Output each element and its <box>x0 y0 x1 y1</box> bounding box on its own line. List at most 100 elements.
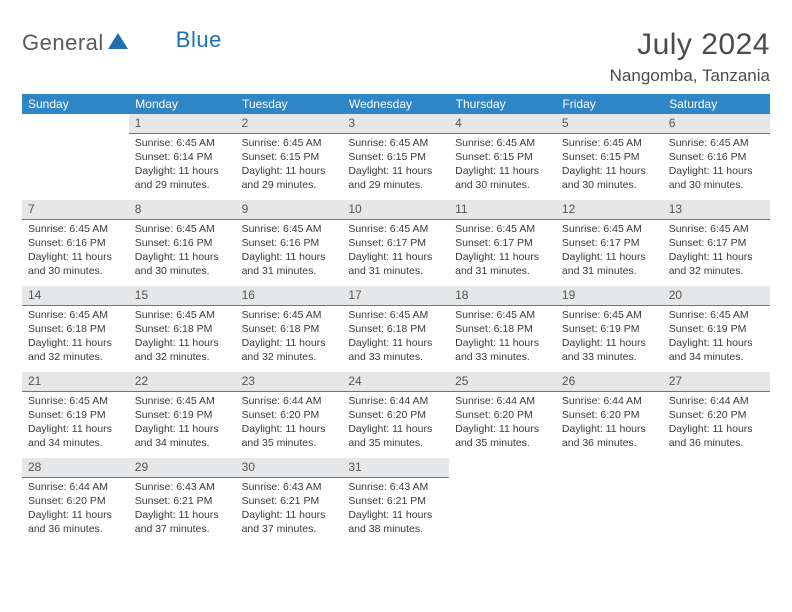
day-number <box>22 114 129 117</box>
sunset-text: Sunset: 6:17 PM <box>669 236 764 250</box>
day-number <box>663 458 770 461</box>
calendar-day-cell: 17Sunrise: 6:45 AMSunset: 6:18 PMDayligh… <box>342 286 449 372</box>
logo-text-gray: General <box>22 30 104 56</box>
daylight-text: Daylight: 11 hours and 31 minutes. <box>348 250 443 278</box>
calendar-day-cell: 3Sunrise: 6:45 AMSunset: 6:15 PMDaylight… <box>342 114 449 200</box>
day-data: Sunrise: 6:45 AMSunset: 6:17 PMDaylight:… <box>342 220 449 283</box>
daylight-text: Daylight: 11 hours and 30 minutes. <box>135 250 230 278</box>
calendar-day-cell <box>449 458 556 544</box>
day-data: Sunrise: 6:45 AMSunset: 6:14 PMDaylight:… <box>129 134 236 197</box>
calendar-day-cell: 20Sunrise: 6:45 AMSunset: 6:19 PMDayligh… <box>663 286 770 372</box>
sunset-text: Sunset: 6:16 PM <box>135 236 230 250</box>
sunset-text: Sunset: 6:15 PM <box>455 150 550 164</box>
sunrise-text: Sunrise: 6:45 AM <box>28 308 123 322</box>
logo-triangle-icon <box>108 33 128 54</box>
sunrise-text: Sunrise: 6:44 AM <box>348 394 443 408</box>
day-number: 22 <box>129 372 236 392</box>
day-data: Sunrise: 6:45 AMSunset: 6:17 PMDaylight:… <box>663 220 770 283</box>
day-number: 18 <box>449 286 556 306</box>
day-data: Sunrise: 6:45 AMSunset: 6:17 PMDaylight:… <box>449 220 556 283</box>
day-number: 1 <box>129 114 236 134</box>
day-data: Sunrise: 6:45 AMSunset: 6:19 PMDaylight:… <box>22 392 129 455</box>
calendar-day-cell: 31 Sunrise: 6:43 AMSunset: 6:21 PMDayligh… <box>342 458 449 544</box>
daylight-text: Daylight: 11 hours and 34 minutes. <box>135 422 230 450</box>
sunrise-text: Sunrise: 6:45 AM <box>242 308 337 322</box>
day-data: Sunrise: 6:43 AMSunset: 6:21 PMDaylight:… <box>236 478 343 541</box>
daylight-text: Daylight: 11 hours and 34 minutes. <box>669 336 764 364</box>
page-title: July 2024 <box>610 28 770 62</box>
calendar-table: Sunday Monday Tuesday Wednesday Thursday… <box>22 94 770 544</box>
day-data: Sunrise: 6:45 AMSunset: 6:19 PMDaylight:… <box>556 306 663 369</box>
day-number: 3 <box>342 114 449 134</box>
sunset-text: Sunset: 6:18 PM <box>455 322 550 336</box>
calendar-day-cell: 29Sunrise: 6:43 AMSunset: 6:21 PMDayligh… <box>129 458 236 544</box>
daylight-text: Daylight: 11 hours and 32 minutes. <box>135 336 230 364</box>
sunrise-text: Sunrise: 6:45 AM <box>348 308 443 322</box>
weekday-header: Saturday <box>663 94 770 114</box>
sunset-text: Sunset: 6:14 PM <box>135 150 230 164</box>
sunset-text: Sunset: 6:21 PM <box>348 494 443 508</box>
weekday-header: Wednesday <box>342 94 449 114</box>
sunset-text: Sunset: 6:18 PM <box>135 322 230 336</box>
daylight-text: Daylight: 11 hours and 37 minutes. <box>242 508 337 536</box>
sunrise-text: Sunrise: 6:44 AM <box>242 394 337 408</box>
day-number: 31 <box>342 458 449 478</box>
daylight-text: Daylight: 11 hours and 34 minutes. <box>28 422 123 450</box>
day-number: 8 <box>129 200 236 220</box>
sunset-text: Sunset: 6:19 PM <box>669 322 764 336</box>
calendar-week-row: 28Sunrise: 6:44 AMSunset: 6:20 PMDayligh… <box>22 458 770 544</box>
daylight-text: Daylight: 11 hours and 29 minutes. <box>348 164 443 192</box>
daylight-text: Daylight: 11 hours and 32 minutes. <box>28 336 123 364</box>
sunset-text: Sunset: 6:18 PM <box>28 322 123 336</box>
day-data: Sunrise: 6:45 AMSunset: 6:16 PMDaylight:… <box>22 220 129 283</box>
day-number: 26 <box>556 372 663 392</box>
sunset-text: Sunset: 6:16 PM <box>28 236 123 250</box>
day-data: Sunrise: 6:45 AMSunset: 6:15 PMDaylight:… <box>449 134 556 197</box>
day-number: 23 <box>236 372 343 392</box>
daylight-text: Daylight: 11 hours and 38 minutes. <box>348 508 443 536</box>
day-data: Sunrise: 6:45 AMSunset: 6:15 PMDaylight:… <box>236 134 343 197</box>
sunset-text: Sunset: 6:15 PM <box>242 150 337 164</box>
day-number: 30 <box>236 458 343 478</box>
daylight-text: Daylight: 11 hours and 32 minutes. <box>242 336 337 364</box>
sunrise-text: Sunrise: 6:44 AM <box>562 394 657 408</box>
calendar-day-cell: 9Sunrise: 6:45 AMSunset: 6:16 PMDaylight… <box>236 200 343 286</box>
daylight-text: Daylight: 11 hours and 30 minutes. <box>669 164 764 192</box>
calendar-week-row: 7Sunrise: 6:45 AMSunset: 6:16 PMDaylight… <box>22 200 770 286</box>
daylight-text: Daylight: 11 hours and 30 minutes. <box>28 250 123 278</box>
title-block: July 2024 Nangomba, Tanzania <box>610 28 770 86</box>
daylight-text: Daylight: 11 hours and 29 minutes. <box>135 164 230 192</box>
calendar-day-cell: 6Sunrise: 6:45 AMSunset: 6:16 PMDaylight… <box>663 114 770 200</box>
sunrise-text: Sunrise: 6:45 AM <box>135 394 230 408</box>
sunrise-text: Sunrise: 6:45 AM <box>242 136 337 150</box>
sunset-text: Sunset: 6:21 PM <box>242 494 337 508</box>
daylight-text: Daylight: 11 hours and 29 minutes. <box>242 164 337 192</box>
sunset-text: Sunset: 6:20 PM <box>562 408 657 422</box>
sunset-text: Sunset: 6:21 PM <box>135 494 230 508</box>
daylight-text: Daylight: 11 hours and 36 minutes. <box>28 508 123 536</box>
calendar-day-cell: 10Sunrise: 6:45 AMSunset: 6:17 PMDayligh… <box>342 200 449 286</box>
calendar-day-cell: 22Sunrise: 6:45 AMSunset: 6:19 PMDayligh… <box>129 372 236 458</box>
calendar-day-cell: 8Sunrise: 6:45 AMSunset: 6:16 PMDaylight… <box>129 200 236 286</box>
calendar-day-cell: 12Sunrise: 6:45 AMSunset: 6:17 PMDayligh… <box>556 200 663 286</box>
calendar-day-cell: 28Sunrise: 6:44 AMSunset: 6:20 PMDayligh… <box>22 458 129 544</box>
calendar-day-cell: 16Sunrise: 6:45 AMSunset: 6:18 PMDayligh… <box>236 286 343 372</box>
day-number: 2 <box>236 114 343 134</box>
sunrise-text: Sunrise: 6:45 AM <box>669 136 764 150</box>
sunrise-text: Sunrise: 6:44 AM <box>669 394 764 408</box>
day-number: 20 <box>663 286 770 306</box>
weekday-header: Monday <box>129 94 236 114</box>
sunrise-text: Sunrise: 6:45 AM <box>348 136 443 150</box>
day-data: Sunrise: 6:43 AMSunset: 6:21 PMDaylight:… <box>129 478 236 541</box>
day-number <box>449 458 556 461</box>
daylight-text: Daylight: 11 hours and 36 minutes. <box>562 422 657 450</box>
day-number: 21 <box>22 372 129 392</box>
sunset-text: Sunset: 6:15 PM <box>562 150 657 164</box>
daylight-text: Daylight: 11 hours and 30 minutes. <box>562 164 657 192</box>
sunrise-text: Sunrise: 6:44 AM <box>28 480 123 494</box>
calendar-day-cell <box>556 458 663 544</box>
sunrise-text: Sunrise: 6:43 AM <box>348 480 443 494</box>
day-number: 6 <box>663 114 770 134</box>
calendar-day-cell: 24Sunrise: 6:44 AMSunset: 6:20 PMDayligh… <box>342 372 449 458</box>
sunrise-text: Sunrise: 6:45 AM <box>135 136 230 150</box>
